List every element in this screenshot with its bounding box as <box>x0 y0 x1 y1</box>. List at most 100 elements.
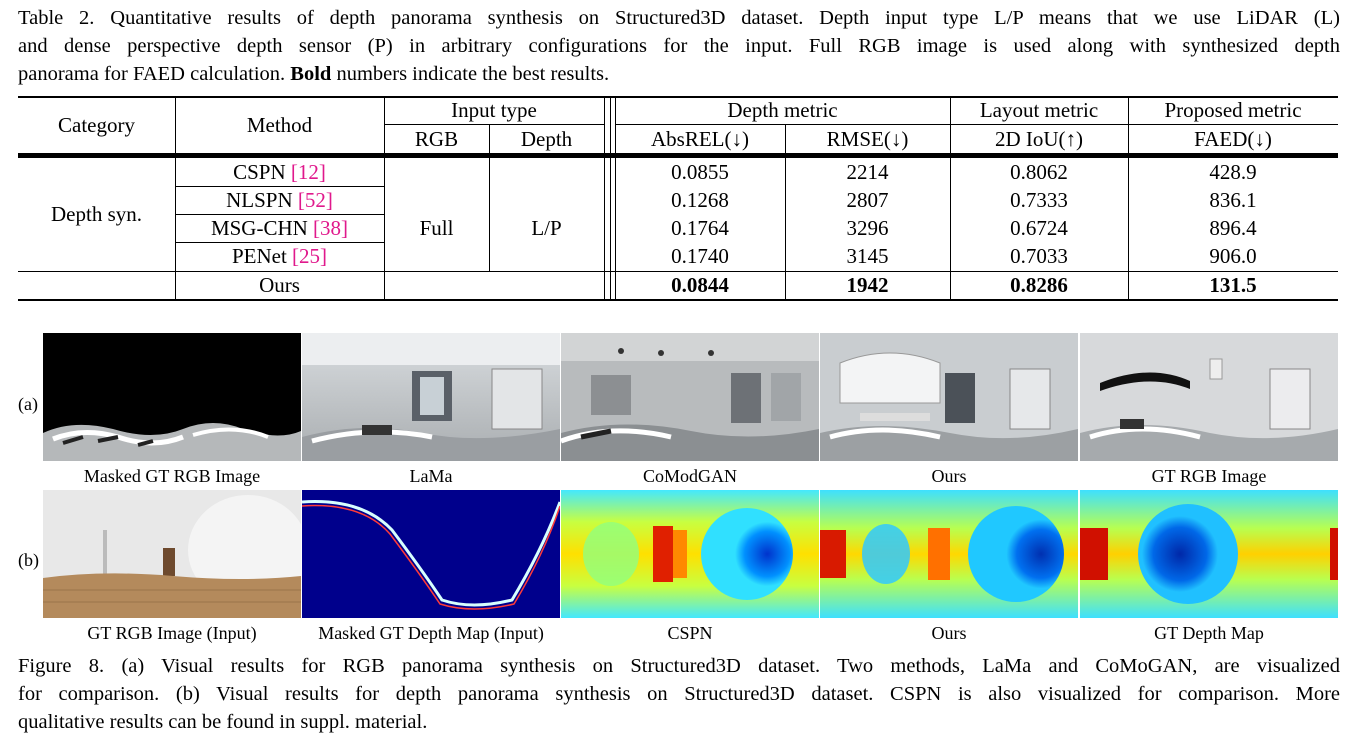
gt-rgb-input-image <box>43 490 301 618</box>
ours-depth-image <box>820 490 1078 618</box>
header-category: Category <box>58 113 135 137</box>
cspn-depth-image <box>561 490 819 618</box>
method-cell: MSG-CHN [38] <box>175 214 384 242</box>
image-caption: Masked GT Depth Map (Input) <box>318 623 544 643</box>
rule <box>610 96 611 300</box>
citation-link[interactable]: [38] <box>313 216 349 240</box>
category-cell: Depth syn. <box>51 202 142 226</box>
iou-best-cell: 0.8286 <box>1010 273 1068 297</box>
rule <box>615 124 1338 125</box>
header-input-type: Input type <box>451 98 537 122</box>
faed-cell: 896.4 <box>1209 216 1257 240</box>
method-name: NLSPN <box>226 188 298 212</box>
rule <box>785 124 786 300</box>
absrel-cell: 0.0855 <box>671 160 729 184</box>
gt-rgb-image <box>1080 333 1338 461</box>
table-bottom-rule <box>18 299 1338 301</box>
figure-caption: Figure 8. (a) Visual results for RGB pan… <box>18 652 1340 736</box>
faed-cell: 836.1 <box>1209 188 1257 212</box>
method-cell: Ours <box>259 273 300 297</box>
citation-link[interactable]: [52] <box>297 188 333 212</box>
results-table: Category Method Input type RGB Depth Dep… <box>18 96 1338 301</box>
caption-bold-word: Bold <box>290 63 332 85</box>
rule <box>175 186 384 187</box>
caption-text: numbers indicate the best results. <box>331 63 610 85</box>
image-caption: CSPN <box>667 623 713 643</box>
faed-cell: 428.9 <box>1209 160 1257 184</box>
header-rmse: RMSE(↓) <box>826 127 909 151</box>
citation-link[interactable]: [25] <box>292 244 328 268</box>
rule <box>1128 96 1129 300</box>
iou-cell: 0.8062 <box>1010 160 1068 184</box>
rule <box>175 214 384 215</box>
row-label: (a) <box>18 394 38 414</box>
rule <box>615 96 616 300</box>
method-name: MSG-CHN <box>210 216 314 240</box>
header-depth: Depth <box>520 127 573 151</box>
rule <box>489 124 490 271</box>
image-caption: Ours <box>931 466 967 486</box>
iou-cell: 0.6724 <box>1010 216 1068 240</box>
header-absrel: AbsREL(↓) <box>651 127 749 151</box>
rule <box>604 96 605 300</box>
image-caption: Ours <box>931 623 967 643</box>
image-caption: CoModGAN <box>642 466 737 486</box>
table-top-rule <box>18 96 1338 98</box>
rmse-cell: 3145 <box>846 244 889 268</box>
header-faed: FAED(↓) <box>1194 127 1272 151</box>
rule <box>384 96 385 300</box>
method-cell: NLSPN [52] <box>175 186 384 214</box>
table-caption: Table 2. Quantitative results of depth p… <box>18 4 1340 88</box>
absrel-cell: 0.1268 <box>671 188 729 212</box>
table-caption-line: panorama for FAED calculation. Bold numb… <box>18 60 1340 88</box>
lama-result-image <box>302 333 560 461</box>
masked-rgb-image <box>43 333 301 461</box>
method-cell: PENet [25] <box>175 242 384 270</box>
citation-link[interactable]: [12] <box>290 160 326 184</box>
input-depth-cell: L/P <box>531 216 562 240</box>
header-iou: 2D IoU(↑) <box>994 127 1084 151</box>
absrel-cell: 0.1764 <box>671 216 729 240</box>
figure-caption-line: qualitative results can be found in supp… <box>18 711 428 733</box>
faed-best-cell: 131.5 <box>1209 273 1257 297</box>
image-caption: GT RGB Image <box>1151 466 1267 486</box>
header-rgb: RGB <box>414 127 459 151</box>
absrel-best-cell: 0.0844 <box>671 273 729 297</box>
rmse-cell: 2807 <box>846 188 889 212</box>
row-label: (b) <box>18 550 39 570</box>
figure-caption-line: Figure 8. (a) Visual results for RGB pan… <box>18 655 1340 677</box>
iou-cell: 0.7333 <box>1010 188 1068 212</box>
rmse-cell: 3296 <box>846 216 889 240</box>
image-caption: LaMa <box>409 466 453 486</box>
image-caption: GT RGB Image (Input) <box>87 623 257 643</box>
rule <box>950 96 951 300</box>
image-caption: Masked GT RGB Image <box>83 466 261 486</box>
method-name: CSPN <box>233 160 291 184</box>
header-proposed-metric: Proposed metric <box>1164 98 1302 122</box>
method-name: PENet <box>231 244 293 268</box>
header-depth-metric: Depth metric <box>727 98 838 122</box>
image-caption: GT Depth Map <box>1154 623 1264 643</box>
table-header-rule <box>18 153 1338 158</box>
header-layout-metric: Layout metric <box>979 98 1099 122</box>
rule <box>175 242 384 243</box>
header-method: Method <box>246 113 313 137</box>
table-ours-rule <box>18 271 1338 272</box>
absrel-cell: 0.1740 <box>671 244 729 268</box>
caption-text: panorama for FAED calculation. <box>18 63 291 85</box>
figure-caption-line: for comparison. (b) Visual results for d… <box>18 683 1340 705</box>
faed-cell: 906.0 <box>1209 244 1257 268</box>
comodgan-result-image <box>561 333 819 461</box>
masked-depth-input-image <box>302 490 560 618</box>
method-cell: CSPN [12] <box>175 158 384 186</box>
ours-rgb-result-image <box>820 333 1078 461</box>
iou-cell: 0.7033 <box>1010 244 1068 268</box>
gt-depth-image <box>1080 490 1338 618</box>
rmse-best-cell: 1942 <box>846 273 889 297</box>
table-caption-line: and dense perspective depth sensor (P) i… <box>18 35 1340 57</box>
rmse-cell: 2214 <box>846 160 889 184</box>
rule <box>175 96 176 300</box>
table-caption-line: Table 2. Quantitative results of depth p… <box>18 7 1340 29</box>
rule <box>384 124 604 125</box>
input-rgb-cell: Full <box>419 216 454 240</box>
